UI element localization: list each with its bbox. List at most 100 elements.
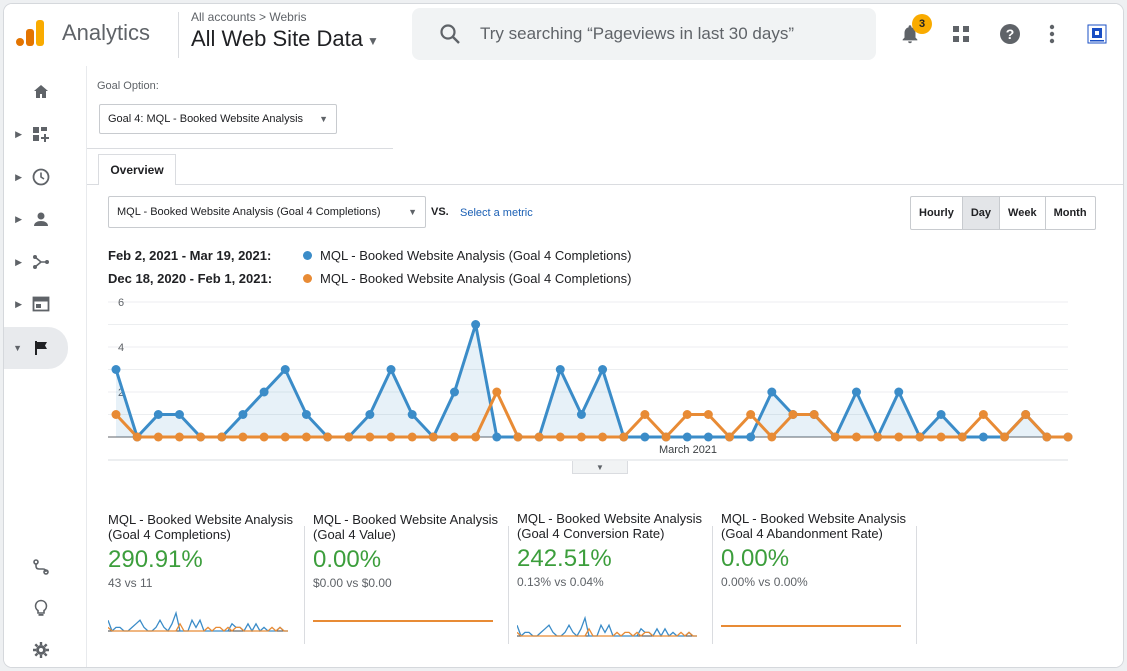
data-point-previous bbox=[217, 432, 227, 442]
svg-text:?: ? bbox=[1006, 26, 1015, 42]
legend-series-label: MQL - Booked Website Analysis (Goal 4 Co… bbox=[320, 247, 632, 263]
scorecard-title: MQL - Booked Website Analysis (Goal 4 Co… bbox=[108, 512, 293, 542]
granularity-toggle: Hourly Day Week Month bbox=[910, 196, 1096, 230]
scorecard-sparkline bbox=[721, 625, 901, 627]
data-point-previous bbox=[428, 432, 438, 442]
sidebar-item-conversions[interactable]: ▼ bbox=[4, 327, 68, 369]
data-point-previous bbox=[1000, 432, 1010, 442]
scorecard-divider bbox=[712, 526, 713, 644]
sidebar-item-discover[interactable] bbox=[4, 588, 68, 628]
data-point-current bbox=[978, 432, 988, 442]
more-vert-icon[interactable] bbox=[1038, 20, 1066, 48]
data-point-previous bbox=[703, 410, 713, 419]
sidebar-item-attribution[interactable] bbox=[4, 547, 68, 587]
data-point-previous bbox=[1021, 410, 1031, 419]
data-point-previous bbox=[830, 432, 840, 442]
data-point-previous bbox=[936, 432, 946, 442]
sidebar-item-realtime[interactable]: ▶ bbox=[4, 157, 68, 197]
data-point-current bbox=[576, 410, 586, 419]
account-avatar[interactable] bbox=[1083, 20, 1111, 48]
goal-option-dropdown[interactable]: Goal 4: MQL - Booked Website Analysis ▼ bbox=[99, 104, 337, 134]
sparkline-current bbox=[108, 610, 288, 632]
sidebar-item-behavior[interactable]: ▶ bbox=[4, 284, 68, 324]
scorecard-value[interactable]: MQL - Booked Website Analysis (Goal 4 Va… bbox=[313, 512, 508, 642]
home-icon bbox=[30, 81, 52, 103]
data-point-previous bbox=[174, 432, 184, 442]
scorecard-compare: 43 vs 11 bbox=[108, 576, 153, 590]
x-axis-label: March 2021 bbox=[659, 444, 717, 456]
data-point-previous bbox=[534, 432, 544, 442]
data-point-previous bbox=[407, 432, 417, 442]
analytics-logo-icon[interactable] bbox=[14, 16, 48, 50]
data-point-current bbox=[767, 387, 777, 397]
data-point-previous bbox=[746, 410, 756, 419]
sidebar-item-customization[interactable]: ▶ bbox=[4, 114, 68, 154]
legend-series-label: MQL - Booked Website Analysis (Goal 4 Co… bbox=[320, 270, 632, 286]
scorecard-title: MQL - Booked Website Analysis (Goal 4 Co… bbox=[517, 511, 702, 541]
audience-person-icon bbox=[30, 208, 52, 230]
series-line-previous bbox=[114, 390, 1068, 439]
main-content: Goal Option: Goal 4: MQL - Booked Websit… bbox=[87, 66, 1123, 667]
discover-lightbulb-icon bbox=[30, 597, 52, 619]
data-point-previous bbox=[196, 432, 206, 442]
data-point-current bbox=[555, 365, 565, 374]
metric-value: MQL - Booked Website Analysis (Goal 4 Co… bbox=[117, 206, 381, 218]
granularity-day[interactable]: Day bbox=[961, 197, 1000, 229]
expand-arrow-icon: ▶ bbox=[15, 213, 22, 224]
legend-date-range: Dec 18, 2020 - Feb 1, 2021: bbox=[108, 270, 273, 286]
behavior-icon bbox=[30, 293, 52, 315]
left-sidebar: ▶ ▶ ▶ ▶ ▶ ▼ bbox=[4, 66, 87, 667]
data-point-previous bbox=[323, 432, 333, 442]
chart-collapse-toggle[interactable]: ▼ bbox=[572, 461, 628, 474]
data-point-current bbox=[365, 410, 375, 419]
tab-overview[interactable]: Overview bbox=[98, 154, 176, 185]
sidebar-item-acquisition[interactable]: ▶ bbox=[4, 242, 68, 282]
expand-arrow-icon: ▶ bbox=[15, 298, 22, 309]
scorecard-sparkline bbox=[313, 620, 493, 622]
sidebar-item-home[interactable] bbox=[4, 72, 68, 112]
app-name: Analytics bbox=[62, 20, 151, 45]
goal-option-label: Goal Option: bbox=[97, 80, 159, 92]
scorecard-value: 0.00% bbox=[313, 546, 382, 573]
data-point-previous bbox=[344, 432, 354, 442]
y-tick-label: 4 bbox=[118, 342, 124, 354]
legend-date-range: Feb 2, 2021 - Mar 19, 2021: bbox=[108, 247, 272, 263]
scorecard-abandonment-rate[interactable]: MQL - Booked Website Analysis (Goal 4 Ab… bbox=[721, 511, 916, 641]
granularity-week[interactable]: Week bbox=[999, 197, 1045, 229]
help-icon[interactable]: ? bbox=[996, 20, 1024, 48]
sparkline-previous bbox=[517, 627, 697, 637]
series-line-current bbox=[114, 323, 1068, 439]
granularity-hourly[interactable]: Hourly bbox=[919, 207, 954, 219]
notification-count-badge: 3 bbox=[912, 14, 932, 34]
caret-down-icon: ▼ bbox=[408, 207, 417, 217]
data-point-current bbox=[301, 410, 311, 419]
sidebar-item-admin[interactable] bbox=[4, 630, 68, 667]
search-bar[interactable]: Try searching “Pageviews in last 30 days… bbox=[412, 8, 876, 60]
scorecard-completions[interactable]: MQL - Booked Website Analysis (Goal 4 Co… bbox=[108, 512, 303, 642]
acquisition-icon bbox=[30, 251, 52, 273]
scorecard-value: 0.00% bbox=[721, 545, 790, 572]
attribution-icon bbox=[30, 556, 52, 578]
goal-option-value: Goal 4: MQL - Booked Website Analysis bbox=[108, 113, 304, 125]
line-chart[interactable]: 6 4 2 March 2021 bbox=[108, 292, 1084, 488]
realtime-clock-icon bbox=[30, 166, 52, 188]
breadcrumb[interactable]: All accounts > Webris bbox=[191, 10, 307, 24]
scorecard-conversion-rate[interactable]: MQL - Booked Website Analysis (Goal 4 Co… bbox=[517, 511, 712, 641]
data-point-current bbox=[174, 410, 184, 419]
data-point-previous bbox=[809, 410, 819, 419]
scorecard-sparkline bbox=[108, 610, 288, 632]
sidebar-item-audience[interactable]: ▶ bbox=[4, 199, 68, 239]
view-selector[interactable]: All Web Site Data ▼ bbox=[191, 26, 379, 52]
divider bbox=[87, 148, 393, 149]
data-point-previous bbox=[365, 432, 375, 442]
select-metric-link[interactable]: Select a metric bbox=[460, 207, 533, 219]
granularity-month[interactable]: Month bbox=[1044, 197, 1095, 229]
data-point-current bbox=[407, 410, 417, 419]
data-point-previous bbox=[598, 432, 608, 442]
collapse-arrow-icon: ▼ bbox=[13, 343, 22, 353]
data-point-previous bbox=[111, 410, 121, 419]
metric-dropdown[interactable]: MQL - Booked Website Analysis (Goal 4 Co… bbox=[108, 196, 426, 228]
apps-grid-icon[interactable] bbox=[947, 20, 975, 48]
data-point-previous bbox=[153, 432, 163, 442]
tab-divider bbox=[87, 184, 1123, 185]
